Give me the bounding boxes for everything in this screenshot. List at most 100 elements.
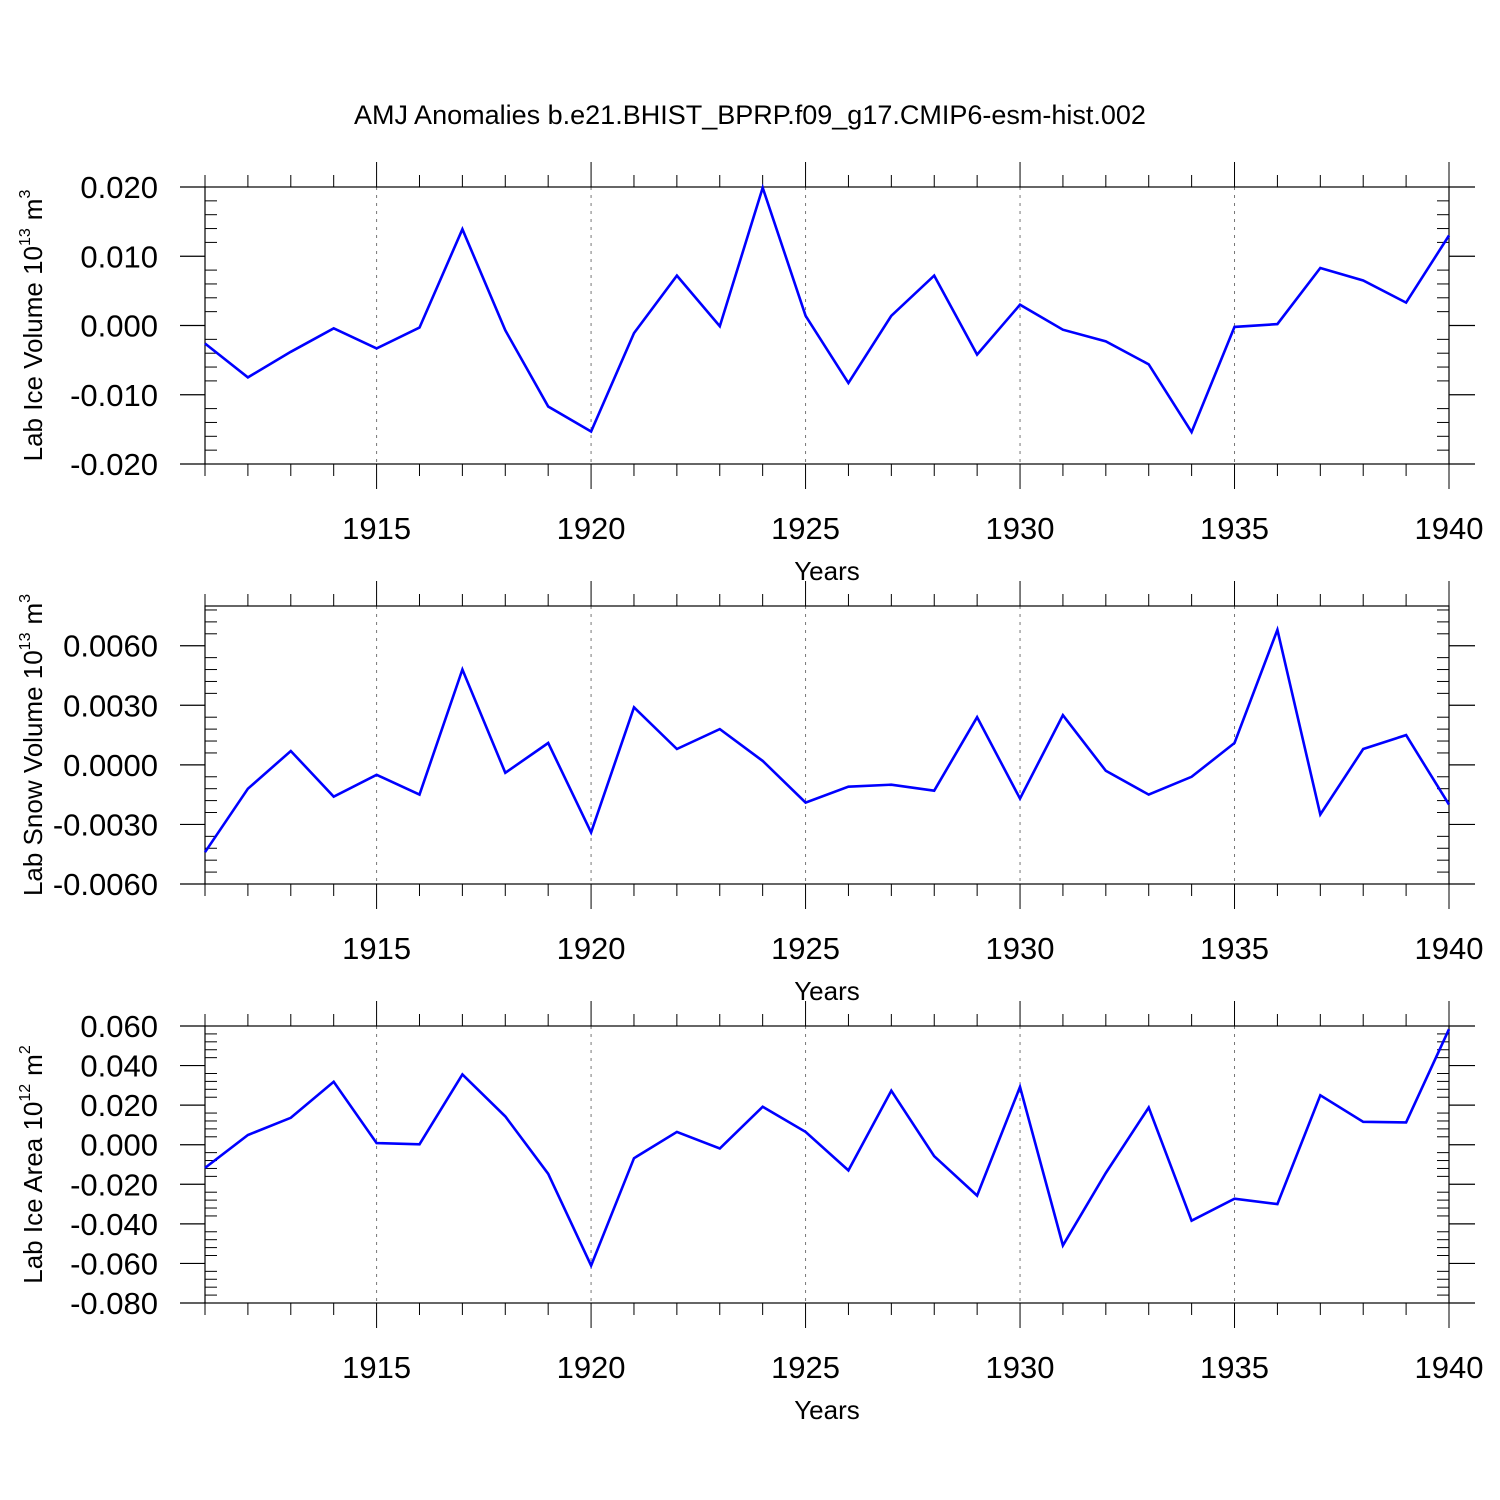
- data-point: [1190, 430, 1194, 434]
- data-point: [761, 186, 765, 190]
- data-point: [246, 1133, 250, 1137]
- data-point: [546, 1172, 550, 1176]
- data-point: [1275, 322, 1279, 326]
- plot-frame: [204, 605, 1450, 885]
- data-point: [418, 1142, 422, 1146]
- data-point: [1104, 769, 1108, 773]
- y-axis-label-text: Lab Ice Area 10: [18, 1102, 48, 1284]
- y-tick-label: -0.010: [70, 378, 158, 413]
- data-point: [203, 850, 207, 854]
- data-point: [761, 1105, 765, 1109]
- data-point: [1018, 303, 1022, 307]
- data-point: [718, 727, 722, 731]
- y-tick-label: -0.060: [70, 1246, 158, 1281]
- y-tick-label: 0.060: [80, 1009, 158, 1044]
- data-point: [932, 1154, 936, 1158]
- data-point: [1061, 713, 1065, 717]
- data-point: [1447, 1027, 1451, 1031]
- x-tick-label: 1940: [1415, 1350, 1484, 1385]
- data-point: [1018, 797, 1022, 801]
- data-point: [804, 801, 808, 805]
- y-axis-label-unit-exponent: 3: [17, 594, 34, 603]
- data-point: [1233, 741, 1237, 745]
- y-tick-label: 0.020: [80, 170, 158, 205]
- data-point: [375, 346, 379, 350]
- data-point: [589, 430, 593, 434]
- y-axis-label: Lab Snow Volume 1013 m3: [17, 594, 48, 896]
- x-tick-label: 1940: [1415, 511, 1484, 546]
- y-tick-label: -0.0060: [53, 867, 158, 902]
- data-point: [332, 795, 336, 799]
- figure-title: AMJ Anomalies b.e21.BHIST_BPRP.f09_g17.C…: [354, 100, 1146, 130]
- y-axis-label-text: Lab Snow Volume 10: [18, 650, 48, 896]
- data-point: [1318, 266, 1322, 270]
- x-tick-label: 1940: [1415, 931, 1484, 966]
- x-tick-label: 1920: [557, 511, 626, 546]
- data-point: [1104, 339, 1108, 343]
- data-point: [1404, 1120, 1408, 1124]
- x-tick-label: 1935: [1200, 931, 1269, 966]
- data-point: [1361, 747, 1365, 751]
- y-tick-label: 0.0030: [63, 688, 158, 723]
- x-tick-label: 1925: [771, 511, 840, 546]
- y-axis-label-exponent: 13: [17, 228, 34, 246]
- data-point: [1233, 1197, 1237, 1201]
- y-axis-label: Lab Ice Volume 1013 m3: [17, 190, 48, 462]
- y-tick-label: 0.000: [80, 1128, 158, 1163]
- data-point: [932, 789, 936, 793]
- y-tick-label: 0.000: [80, 309, 158, 344]
- data-point: [332, 326, 336, 330]
- y-axis-label-unit: m: [18, 603, 48, 625]
- y-tick-label: 0.0000: [63, 748, 158, 783]
- y-axis-label-exponent: 13: [17, 632, 34, 650]
- data-point: [1404, 733, 1408, 737]
- data-point: [1404, 301, 1408, 305]
- data-point: [1061, 328, 1065, 332]
- data-point: [1233, 325, 1237, 329]
- data-point: [846, 381, 850, 385]
- data-point: [975, 1194, 979, 1198]
- x-tick-label: 1935: [1200, 1350, 1269, 1385]
- data-point: [975, 715, 979, 719]
- data-point: [460, 227, 464, 231]
- data-point: [1147, 793, 1151, 797]
- data-point: [503, 1114, 507, 1118]
- data-point: [460, 1073, 464, 1077]
- data-point: [761, 759, 765, 763]
- data-point: [804, 314, 808, 318]
- x-tick-label: 1930: [986, 511, 1055, 546]
- data-point: [632, 705, 636, 709]
- series-line: [204, 183, 1451, 435]
- y-axis-label-text: Lab Ice Volume 10: [18, 246, 48, 461]
- data-point: [846, 1168, 850, 1172]
- data-point: [846, 785, 850, 789]
- data-point: [1361, 279, 1365, 283]
- y-tick-label: 0.040: [80, 1049, 158, 1084]
- data-point: [804, 1130, 808, 1134]
- y-tick-label: -0.0030: [53, 807, 158, 842]
- plot-frame: [204, 1025, 1450, 1304]
- y-tick-label: -0.020: [70, 1167, 158, 1202]
- data-point: [889, 1089, 893, 1093]
- series-line: [203, 625, 1451, 853]
- data-point: [675, 747, 679, 751]
- data-point: [632, 1156, 636, 1160]
- y-tick-label: 0.0060: [63, 629, 158, 664]
- y-axis-label-unit: m: [18, 199, 48, 221]
- data-point: [332, 1080, 336, 1084]
- x-axis-label: Years: [794, 1395, 860, 1425]
- y-tick-label: -0.040: [70, 1207, 158, 1242]
- y-axis-label: Lab Ice Area 1012 m2: [17, 1045, 48, 1284]
- data-point: [718, 324, 722, 328]
- data-point: [1318, 1093, 1322, 1097]
- data-point: [1447, 234, 1451, 238]
- data-point: [503, 771, 507, 775]
- data-point: [589, 830, 593, 834]
- x-tick-label: 1925: [771, 931, 840, 966]
- data-point: [1318, 813, 1322, 817]
- data-point: [546, 405, 550, 409]
- data-point: [589, 1264, 593, 1268]
- data-point: [1275, 628, 1279, 632]
- x-tick-label: 1925: [771, 1350, 840, 1385]
